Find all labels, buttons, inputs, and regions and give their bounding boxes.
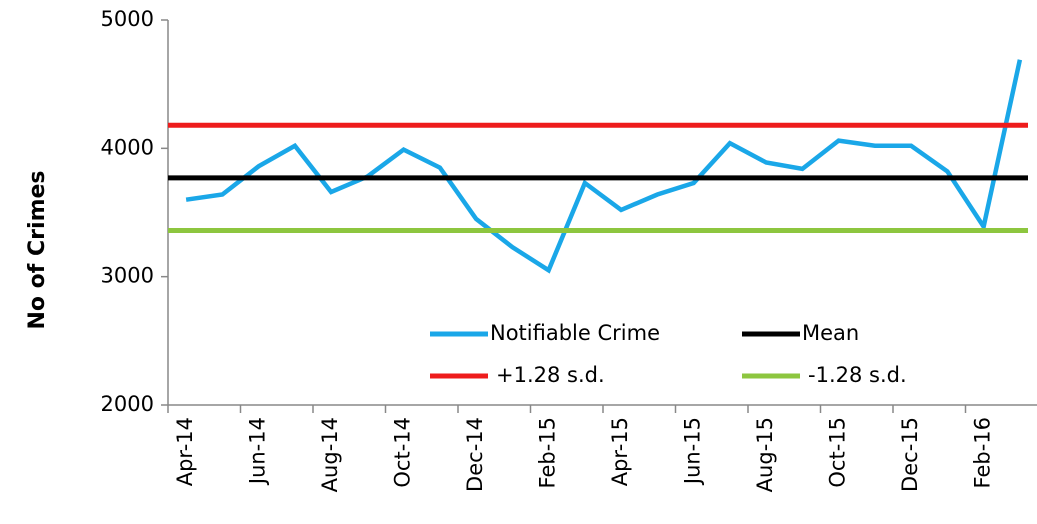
legend-label: Notifiable Crime bbox=[490, 321, 660, 345]
y-tick-label: 4000 bbox=[101, 135, 154, 159]
y-axis-label: No of Crimes bbox=[25, 170, 50, 329]
x-tick-label: Feb-16 bbox=[971, 417, 995, 488]
series-line bbox=[185, 59, 1023, 274]
x-tick-label: Dec-14 bbox=[463, 417, 487, 492]
x-tick-label: Oct-15 bbox=[826, 417, 850, 488]
legend-label: -1.28 s.d. bbox=[808, 363, 907, 387]
x-tick-label: Dec-15 bbox=[898, 417, 922, 492]
x-tick-label: Apr-14 bbox=[173, 417, 197, 486]
x-tick-label: Apr-15 bbox=[608, 417, 632, 486]
legend-label: Mean bbox=[802, 321, 859, 345]
y-tick-label: 3000 bbox=[101, 264, 154, 288]
y-tick-label: 2000 bbox=[101, 392, 154, 416]
x-tick-label: Aug-15 bbox=[753, 417, 777, 492]
legend-label: +1.28 s.d. bbox=[496, 363, 605, 387]
x-tick-label: Jun-15 bbox=[681, 417, 705, 486]
x-tick-label: Oct-14 bbox=[391, 417, 415, 488]
x-tick-label: Feb-15 bbox=[536, 417, 560, 488]
y-tick-label: 5000 bbox=[101, 7, 154, 31]
x-tick-label: Aug-14 bbox=[318, 417, 342, 492]
x-tick-label: Jun-14 bbox=[246, 417, 270, 486]
